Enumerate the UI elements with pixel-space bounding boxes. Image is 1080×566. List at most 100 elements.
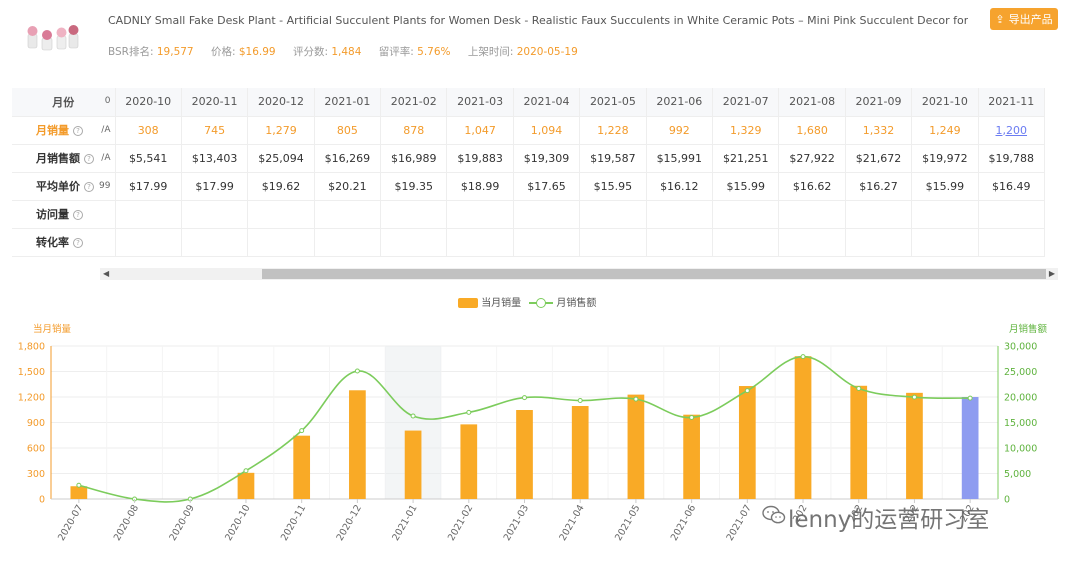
x-tick-label: 2020-08 xyxy=(112,503,141,543)
table-row: 平均单价? 99 $17.99 $17.99 $19.62 $20.21 $19.35 $18… xyxy=(12,172,1045,201)
bar-units-2020-12[interactable] xyxy=(349,390,366,499)
revenue-point-2021-06[interactable] xyxy=(689,414,695,420)
x-tick-label: 2020-09 xyxy=(167,503,196,543)
table-cell: $19,788 xyxy=(978,144,1045,173)
bar-units-2021-05[interactable] xyxy=(627,394,645,499)
right-tick-label: 25,000 xyxy=(1004,367,1037,378)
scrollbar-thumb[interactable] xyxy=(262,269,1046,279)
table-cell: 1,279 xyxy=(247,116,315,145)
legend-item-revenue[interactable]: 月销售额 xyxy=(529,294,596,309)
table-cell xyxy=(778,200,846,229)
revenue-point-2021-01[interactable] xyxy=(410,413,416,419)
revenue-point-2020-10[interactable] xyxy=(243,468,249,474)
bar-units-2021-08[interactable] xyxy=(794,356,812,499)
table-cell: $16,269 xyxy=(314,144,382,173)
row-label: 月销售额? /A xyxy=(12,144,116,173)
revenue-point-2021-08[interactable] xyxy=(800,354,806,360)
table-cell: $18.99 xyxy=(446,172,514,201)
product-meta: BSR排名: 19,577 价格: $16.99 评分数: 1,484 留评率:… xyxy=(108,44,592,59)
table-cell: $19,587 xyxy=(579,144,647,173)
month-header-cell: 2021-06 xyxy=(646,88,714,117)
revenue-point-2021-09[interactable] xyxy=(856,385,862,391)
table-cell xyxy=(911,200,979,229)
price: 价格: $16.99 xyxy=(210,46,276,58)
month-header-cell: 2021-10 xyxy=(911,88,979,117)
row-label-text: 月份 xyxy=(52,95,75,109)
help-icon[interactable]: ? xyxy=(73,126,83,136)
month-header-cell: 2021-08 xyxy=(778,88,846,117)
revenue-point-2021-03[interactable] xyxy=(522,395,527,401)
table-cell xyxy=(978,200,1045,229)
bar-units-2021-01[interactable] xyxy=(404,430,422,499)
table-cell: $16.49 xyxy=(978,172,1045,201)
left-tick-label: 1,200 xyxy=(18,393,45,404)
bar-units-2020-07[interactable] xyxy=(70,486,88,499)
truncated-column-fragment: 99 xyxy=(99,180,111,191)
table-cell: 1,332 xyxy=(845,116,913,145)
revenue-point-2020-11[interactable] xyxy=(299,428,305,434)
bar-units-2020-11[interactable] xyxy=(293,435,311,499)
help-icon[interactable]: ? xyxy=(73,210,83,220)
help-icon[interactable]: ? xyxy=(73,238,83,248)
bar-units-2021-06[interactable] xyxy=(683,414,700,499)
table-cell: $17.65 xyxy=(513,172,581,201)
bar-units-2021-02[interactable] xyxy=(460,424,478,499)
bar-units-2021-07[interactable] xyxy=(738,386,756,499)
right-tick-label: 10,000 xyxy=(1004,444,1037,455)
table-cell: $21,251 xyxy=(712,144,780,173)
product-thumbnail-icon[interactable] xyxy=(22,20,84,54)
revenue-point-2020-07[interactable] xyxy=(76,482,82,488)
right-tick-label: 0 xyxy=(1004,495,1010,506)
month-header-cell: 2021-04 xyxy=(513,88,581,117)
bar-units-2021-11[interactable] xyxy=(961,397,979,499)
bar-units-2021-03[interactable] xyxy=(516,410,533,499)
revenue-point-2021-04[interactable] xyxy=(577,398,583,404)
table-horizontal-scrollbar[interactable]: ◀ ▶ xyxy=(100,268,1058,280)
bar-units-2021-09[interactable] xyxy=(850,385,868,499)
bar-units-2021-04[interactable] xyxy=(571,406,589,499)
revenue-point-2021-11[interactable] xyxy=(967,395,973,401)
table-cell: $13,403 xyxy=(181,144,249,173)
month-header-cell: 2021-02 xyxy=(380,88,448,117)
x-tick-label: 2020-07 xyxy=(56,503,85,543)
revenue-point-2021-05[interactable] xyxy=(633,396,639,402)
table-cell[interactable]: 1,200 xyxy=(978,116,1045,145)
right-tick-label: 30,000 xyxy=(1004,342,1037,353)
x-tick-label: 2021-07 xyxy=(725,503,754,543)
x-tick-label: 2021-01 xyxy=(390,503,419,543)
bar-units-2020-10[interactable] xyxy=(237,472,255,499)
table-cell xyxy=(778,228,846,257)
truncated-column-fragment: 0 xyxy=(104,96,111,106)
table-cell xyxy=(314,200,382,229)
x-tick-label: 2021-05 xyxy=(613,503,642,543)
table-cell xyxy=(646,200,714,229)
table-cell xyxy=(181,200,249,229)
month-header-cell: 2021-03 xyxy=(446,88,514,117)
scroll-right-arrow-icon[interactable]: ▶ xyxy=(1048,269,1055,278)
table-cell: $16,989 xyxy=(380,144,448,173)
review-rate: 留评率: 5.76% xyxy=(378,46,451,58)
row-label-text: 月销售额 xyxy=(36,152,80,165)
right-tick-label: 20,000 xyxy=(1004,393,1037,404)
table-cell: 805 xyxy=(314,116,382,145)
export-product-button[interactable]: ⇪ 导出产品 xyxy=(990,8,1058,30)
scroll-left-arrow-icon[interactable]: ◀ xyxy=(103,269,110,278)
revenue-point-2021-07[interactable] xyxy=(744,388,750,394)
revenue-point-2021-02[interactable] xyxy=(466,409,472,415)
bar-units-2021-10[interactable] xyxy=(906,392,923,499)
help-icon[interactable]: ? xyxy=(84,154,94,164)
table-cell: $16.27 xyxy=(845,172,913,201)
truncated-column-fragment: /A xyxy=(101,124,111,135)
table-cell: $21,672 xyxy=(845,144,913,173)
table-cell: 1,680 xyxy=(778,116,846,145)
help-icon[interactable]: ? xyxy=(84,182,94,192)
revenue-point-2020-12[interactable] xyxy=(354,368,360,374)
table-cell xyxy=(513,228,581,257)
product-title[interactable]: CADNLY Small Fake Desk Plant - Artificia… xyxy=(108,14,968,27)
revenue-point-2021-10[interactable] xyxy=(911,394,917,400)
table-cell: $20.21 xyxy=(314,172,382,201)
right-tick-label: 15,000 xyxy=(1004,418,1037,429)
row-label: 平均单价? 99 xyxy=(12,172,116,201)
table-cell: $19,309 xyxy=(513,144,581,173)
legend-item-units[interactable]: 当月销量 xyxy=(458,294,521,309)
